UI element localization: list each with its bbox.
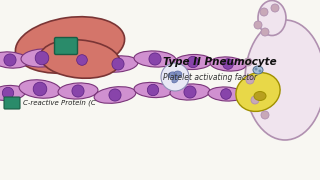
Ellipse shape xyxy=(0,52,29,68)
Ellipse shape xyxy=(174,71,182,77)
Circle shape xyxy=(259,69,261,73)
Circle shape xyxy=(261,28,269,36)
Ellipse shape xyxy=(98,56,138,72)
Circle shape xyxy=(260,8,268,16)
Text: Platelet activating factor: Platelet activating factor xyxy=(163,73,257,82)
Ellipse shape xyxy=(245,20,320,140)
Circle shape xyxy=(246,76,254,84)
Circle shape xyxy=(72,85,84,97)
Circle shape xyxy=(254,21,262,29)
Circle shape xyxy=(149,53,161,65)
Circle shape xyxy=(77,55,87,65)
Circle shape xyxy=(33,82,47,96)
Ellipse shape xyxy=(19,80,61,98)
Ellipse shape xyxy=(15,17,124,73)
Circle shape xyxy=(35,51,49,65)
FancyBboxPatch shape xyxy=(4,97,20,109)
Circle shape xyxy=(161,63,189,91)
Circle shape xyxy=(4,54,16,66)
Ellipse shape xyxy=(208,87,244,101)
Ellipse shape xyxy=(253,66,263,74)
Ellipse shape xyxy=(134,82,172,98)
Text: C-reactive Protein (C: C-reactive Protein (C xyxy=(23,100,96,106)
Ellipse shape xyxy=(0,86,26,101)
Ellipse shape xyxy=(134,51,176,67)
Text: Type II Pneumocyte: Type II Pneumocyte xyxy=(163,57,276,67)
Circle shape xyxy=(254,68,258,71)
Circle shape xyxy=(2,87,14,99)
Ellipse shape xyxy=(210,57,246,71)
Circle shape xyxy=(261,111,269,119)
Ellipse shape xyxy=(236,73,280,111)
Circle shape xyxy=(112,58,124,70)
Circle shape xyxy=(271,4,279,12)
Circle shape xyxy=(184,86,196,98)
Circle shape xyxy=(251,96,259,104)
Circle shape xyxy=(147,84,159,96)
Circle shape xyxy=(187,56,199,68)
Ellipse shape xyxy=(172,77,178,83)
Circle shape xyxy=(244,58,252,66)
Ellipse shape xyxy=(21,49,63,67)
FancyBboxPatch shape xyxy=(54,37,77,55)
Ellipse shape xyxy=(168,72,176,78)
Ellipse shape xyxy=(254,91,266,100)
Ellipse shape xyxy=(94,87,136,103)
Ellipse shape xyxy=(174,55,212,69)
Ellipse shape xyxy=(40,40,120,78)
Ellipse shape xyxy=(63,53,101,67)
Ellipse shape xyxy=(258,1,286,35)
Circle shape xyxy=(221,89,231,99)
Circle shape xyxy=(223,59,233,69)
Circle shape xyxy=(109,89,121,101)
Ellipse shape xyxy=(170,84,210,100)
Ellipse shape xyxy=(58,83,98,99)
